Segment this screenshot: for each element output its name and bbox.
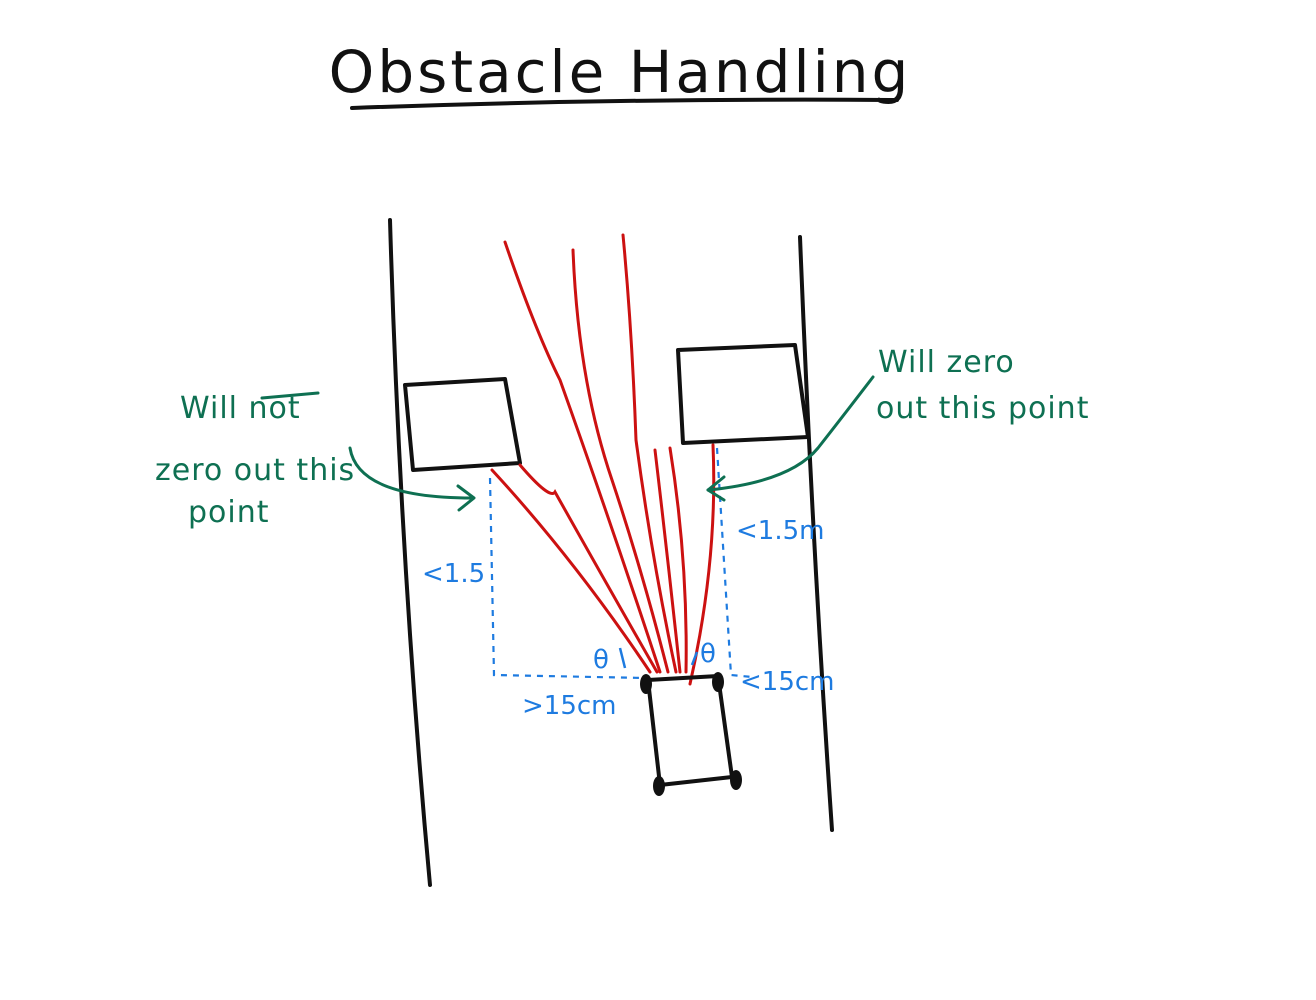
corridor-right-wall	[798, 235, 834, 832]
sensor-rays	[490, 233, 716, 686]
annotation-right-arrowhead	[706, 475, 726, 502]
robot-wheel	[730, 770, 742, 790]
robot-wheel	[640, 674, 652, 694]
title-underline	[350, 97, 899, 110]
robot	[640, 672, 742, 796]
sensor-ray	[571, 248, 670, 674]
annotation-right: Will zero out this point	[706, 345, 1089, 502]
annotation-left-line-2: zero out this	[155, 453, 355, 488]
annotation-right-arrow	[706, 375, 875, 492]
measure-guide-left	[488, 477, 646, 680]
sensor-ray	[503, 240, 662, 674]
annotation-left-line-3: point	[188, 495, 270, 530]
sensor-ray	[518, 463, 659, 674]
sensor-ray	[490, 468, 652, 674]
annotation-right-line-1: Will zero	[878, 345, 1015, 380]
theta-right: θ	[700, 639, 716, 669]
theta-left: θ	[593, 645, 609, 675]
annotation-right-line-2: out this point	[876, 391, 1089, 426]
theta-right-arc	[690, 651, 699, 666]
annotation-left-arrowhead	[456, 484, 476, 512]
corridor-left-wall	[388, 218, 432, 887]
annotation-left: Will not zero out this point	[155, 391, 476, 530]
page-title: Obstacle Handling	[329, 38, 912, 106]
annotation-left-underline	[260, 391, 320, 400]
obstacle-left	[403, 377, 522, 472]
measure-left-vertical: <1.5	[422, 559, 485, 589]
measure-bottom-left: >15cm	[522, 691, 617, 721]
annotation-left-arrow	[348, 446, 474, 500]
theta-left-arc	[618, 647, 627, 669]
measure-bottom-right: <15cm	[740, 667, 835, 697]
robot-wheel	[653, 776, 665, 796]
sensor-ray	[621, 233, 678, 674]
sensor-ray	[668, 446, 688, 674]
sensor-ray	[653, 448, 682, 674]
measure-guide-right	[715, 447, 753, 679]
obstacle-right	[676, 343, 810, 445]
measure-right-vertical: <1.5m	[736, 516, 824, 546]
robot-body	[646, 674, 734, 787]
robot-wheel	[712, 672, 724, 692]
